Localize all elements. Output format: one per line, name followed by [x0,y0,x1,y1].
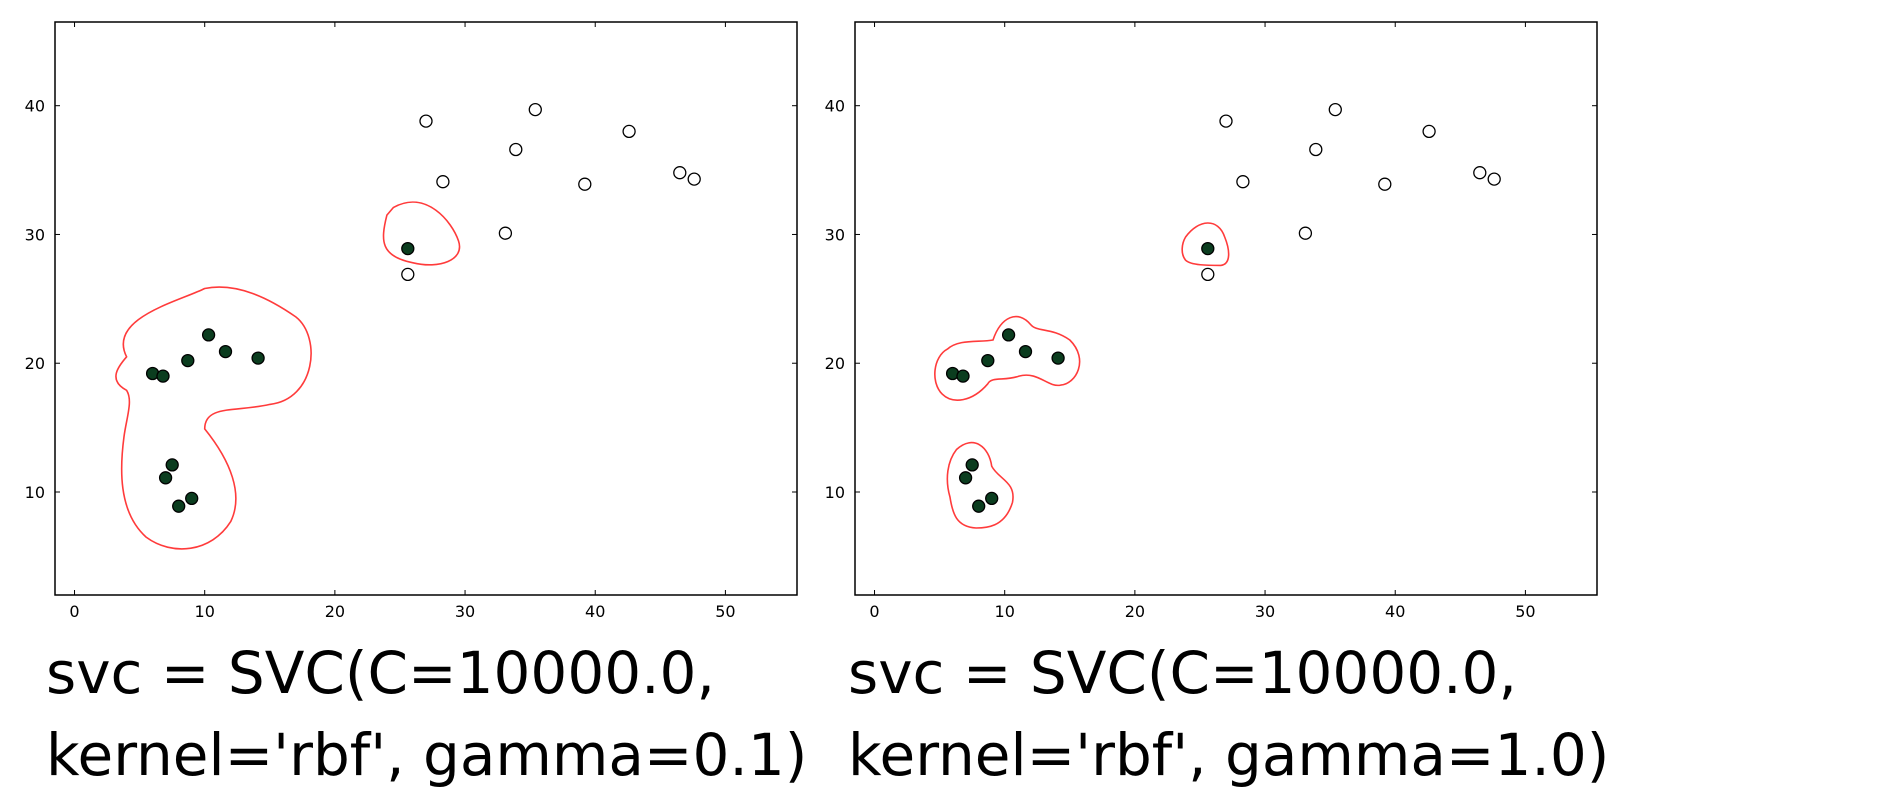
negative-point [1236,175,1250,189]
negative-point [1309,142,1323,157]
x-tick-label: 20 [1125,602,1145,621]
negative-point [1328,102,1342,117]
boundary-contour [382,201,461,266]
negative-point [528,102,542,117]
negative-point [1473,166,1487,180]
caption-right-line1: svc = SVC(C=10000.0, [848,639,1517,707]
negative-point [687,172,701,186]
caption-right: svc = SVC(C=10000.0, kernel='rbf', gamma… [848,632,1609,796]
negative-point [622,124,636,139]
positive-point [972,499,986,513]
x-tick-label: 20 [325,602,345,621]
positive-point [985,491,999,506]
plot-area [54,21,798,596]
decision-boundary [115,201,461,550]
x-tick-label: 30 [1255,602,1275,621]
positive-point [158,471,173,485]
y-tick-label: 40 [825,97,845,116]
negative-point [1201,267,1215,282]
negative-point [1378,177,1392,191]
right-plot-gamma-1-0: 0 10 20 30 40 50 10 20 30 40 [825,21,1598,621]
negative-point [673,166,687,180]
positive-point [1201,241,1215,256]
positive-point [165,458,179,472]
positive-point [401,241,415,256]
positive-point [181,353,195,368]
x-tick-label: 30 [455,602,475,621]
positive-point [965,458,979,472]
axis-ticks: 0 10 20 30 40 50 10 20 30 40 [825,22,1597,621]
negative-point [1487,172,1501,186]
x-tick-label: 40 [1385,602,1405,621]
x-tick-label: 10 [995,602,1015,621]
x-tick-label: 10 [195,602,215,621]
positive-point [1001,328,1016,342]
positive-point [201,328,216,342]
y-tick-label: 30 [25,225,45,244]
caption-right-line2: kernel='rbf', gamma=1.0) [848,721,1610,789]
positive-point [1018,344,1033,359]
y-tick-label: 20 [25,354,45,373]
boundary-contour [115,286,312,550]
y-tick-label: 40 [25,97,45,116]
axis-ticks: 0 10 20 30 40 50 10 20 30 40 [25,22,797,621]
x-tick-label: 40 [585,602,605,621]
positive-point [981,353,995,368]
y-tick-label: 10 [825,483,845,502]
positive-point [156,369,170,383]
caption-left: svc = SVC(C=10000.0, kernel='rbf', gamma… [46,632,807,796]
x-tick-label: 50 [1515,602,1535,621]
data-points [145,102,701,513]
y-tick-label: 10 [25,483,45,502]
negative-point [578,177,592,191]
negative-point [1219,114,1233,128]
y-tick-label: 20 [825,354,845,373]
positive-point [185,491,199,506]
positive-point [218,344,233,359]
x-tick-label: 0 [69,602,79,621]
positive-point [956,369,970,383]
caption-left-line2: kernel='rbf', gamma=0.1) [46,721,808,789]
plot-area [854,21,1598,596]
negative-point [498,226,513,240]
x-tick-label: 50 [715,602,735,621]
decision-boundary [934,222,1230,529]
y-tick-label: 30 [825,225,845,244]
positive-point [1051,351,1065,365]
boundary-contour [934,315,1081,401]
negative-point [436,175,450,189]
negative-point [1422,124,1436,139]
positive-point [958,471,973,485]
negative-point [509,142,523,157]
negative-point [1298,226,1313,240]
data-points [945,102,1501,513]
boundary-contour [1181,222,1230,267]
caption-left-line1: svc = SVC(C=10000.0, [46,639,715,707]
positive-point [251,351,265,365]
positive-point [172,499,186,513]
left-plot-gamma-0-1: 0 10 20 30 40 50 10 20 30 40 [25,21,798,621]
negative-point [419,114,433,128]
boundary-contour [946,442,1014,529]
negative-point [401,267,415,282]
x-tick-label: 0 [869,602,879,621]
